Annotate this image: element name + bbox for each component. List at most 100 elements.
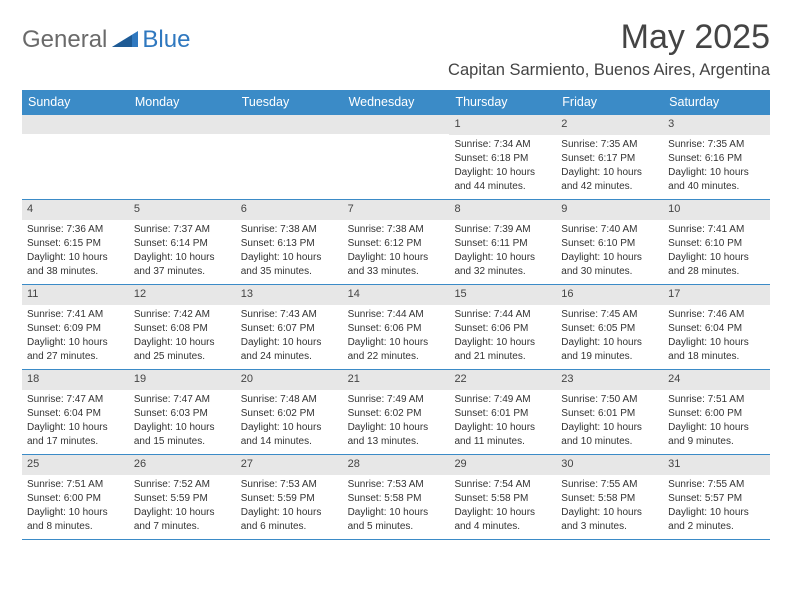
day-content: Sunrise: 7:49 AMSunset: 6:02 PMDaylight:…: [343, 390, 450, 454]
logo-mark-icon: [112, 30, 140, 53]
daylight-line-2: and 35 minutes.: [241, 265, 338, 279]
day-number: 14: [343, 285, 450, 305]
sunrise-line: Sunrise: 7:47 AM: [27, 393, 124, 407]
sunset-line: Sunset: 6:06 PM: [454, 322, 551, 336]
day-cell: [22, 115, 129, 199]
day-cell: 11Sunrise: 7:41 AMSunset: 6:09 PMDayligh…: [22, 285, 129, 369]
day-cell: 13Sunrise: 7:43 AMSunset: 6:07 PMDayligh…: [236, 285, 343, 369]
day-cell: [129, 115, 236, 199]
week-row: 4Sunrise: 7:36 AMSunset: 6:15 PMDaylight…: [22, 199, 770, 284]
sunrise-line: Sunrise: 7:47 AM: [134, 393, 231, 407]
daylight-line-1: Daylight: 10 hours: [348, 336, 445, 350]
day-cell: 10Sunrise: 7:41 AMSunset: 6:10 PMDayligh…: [663, 200, 770, 284]
daylight-line-2: and 2 minutes.: [668, 520, 765, 534]
day-content: Sunrise: 7:45 AMSunset: 6:05 PMDaylight:…: [556, 305, 663, 369]
logo-text-blue: Blue: [142, 26, 190, 54]
daylight-line-2: and 38 minutes.: [27, 265, 124, 279]
calendar-grid: 1Sunrise: 7:34 AMSunset: 6:18 PMDaylight…: [22, 114, 770, 540]
daylight-line-1: Daylight: 10 hours: [561, 336, 658, 350]
day-number: 25: [22, 455, 129, 475]
daylight-line-2: and 28 minutes.: [668, 265, 765, 279]
sunset-line: Sunset: 6:07 PM: [241, 322, 338, 336]
sunrise-line: Sunrise: 7:54 AM: [454, 478, 551, 492]
sunset-line: Sunset: 6:02 PM: [241, 407, 338, 421]
sunrise-line: Sunrise: 7:41 AM: [668, 223, 765, 237]
day-number: 4: [22, 200, 129, 220]
day-number-bar: [343, 115, 450, 134]
sunrise-line: Sunrise: 7:48 AM: [241, 393, 338, 407]
sunset-line: Sunset: 5:59 PM: [241, 492, 338, 506]
daylight-line-1: Daylight: 10 hours: [348, 421, 445, 435]
day-content: Sunrise: 7:49 AMSunset: 6:01 PMDaylight:…: [449, 390, 556, 454]
day-number: 7: [343, 200, 450, 220]
calendar: SundayMondayTuesdayWednesdayThursdayFrid…: [22, 90, 770, 540]
day-cell: 18Sunrise: 7:47 AMSunset: 6:04 PMDayligh…: [22, 370, 129, 454]
sunrise-line: Sunrise: 7:49 AM: [454, 393, 551, 407]
logo-text-general: General: [22, 26, 107, 54]
day-content: Sunrise: 7:41 AMSunset: 6:09 PMDaylight:…: [22, 305, 129, 369]
sunrise-line: Sunrise: 7:46 AM: [668, 308, 765, 322]
logo: General Blue: [22, 26, 190, 54]
day-cell: 22Sunrise: 7:49 AMSunset: 6:01 PMDayligh…: [449, 370, 556, 454]
daylight-line-2: and 17 minutes.: [27, 435, 124, 449]
sunset-line: Sunset: 6:13 PM: [241, 237, 338, 251]
sunset-line: Sunset: 6:18 PM: [454, 152, 551, 166]
sunrise-line: Sunrise: 7:43 AM: [241, 308, 338, 322]
day-content: Sunrise: 7:53 AMSunset: 5:59 PMDaylight:…: [236, 475, 343, 539]
day-cell: 1Sunrise: 7:34 AMSunset: 6:18 PMDaylight…: [449, 115, 556, 199]
daylight-line-1: Daylight: 10 hours: [668, 166, 765, 180]
day-number: 1: [449, 115, 556, 135]
week-row: 1Sunrise: 7:34 AMSunset: 6:18 PMDaylight…: [22, 114, 770, 199]
week-row: 25Sunrise: 7:51 AMSunset: 6:00 PMDayligh…: [22, 454, 770, 540]
day-content: Sunrise: 7:46 AMSunset: 6:04 PMDaylight:…: [663, 305, 770, 369]
sunrise-line: Sunrise: 7:41 AM: [27, 308, 124, 322]
daylight-line-2: and 18 minutes.: [668, 350, 765, 364]
daylight-line-2: and 8 minutes.: [27, 520, 124, 534]
day-number: 9: [556, 200, 663, 220]
daylight-line-1: Daylight: 10 hours: [134, 506, 231, 520]
day-number: 19: [129, 370, 236, 390]
daylight-line-2: and 6 minutes.: [241, 520, 338, 534]
day-number: 28: [343, 455, 450, 475]
day-content: Sunrise: 7:54 AMSunset: 5:58 PMDaylight:…: [449, 475, 556, 539]
day-content: Sunrise: 7:40 AMSunset: 6:10 PMDaylight:…: [556, 220, 663, 284]
day-cell: 16Sunrise: 7:45 AMSunset: 6:05 PMDayligh…: [556, 285, 663, 369]
day-content: Sunrise: 7:53 AMSunset: 5:58 PMDaylight:…: [343, 475, 450, 539]
day-cell: 5Sunrise: 7:37 AMSunset: 6:14 PMDaylight…: [129, 200, 236, 284]
sunset-line: Sunset: 6:17 PM: [561, 152, 658, 166]
daylight-line-2: and 15 minutes.: [134, 435, 231, 449]
daylight-line-2: and 32 minutes.: [454, 265, 551, 279]
sunset-line: Sunset: 6:08 PM: [134, 322, 231, 336]
sunrise-line: Sunrise: 7:40 AM: [561, 223, 658, 237]
day-cell: 2Sunrise: 7:35 AMSunset: 6:17 PMDaylight…: [556, 115, 663, 199]
sunset-line: Sunset: 6:01 PM: [561, 407, 658, 421]
day-cell: 24Sunrise: 7:51 AMSunset: 6:00 PMDayligh…: [663, 370, 770, 454]
daylight-line-1: Daylight: 10 hours: [241, 506, 338, 520]
day-content: Sunrise: 7:48 AMSunset: 6:02 PMDaylight:…: [236, 390, 343, 454]
day-number: 2: [556, 115, 663, 135]
weekday-label: Sunday: [22, 90, 129, 114]
day-cell: 6Sunrise: 7:38 AMSunset: 6:13 PMDaylight…: [236, 200, 343, 284]
day-number: 8: [449, 200, 556, 220]
sunrise-line: Sunrise: 7:37 AM: [134, 223, 231, 237]
sunset-line: Sunset: 6:04 PM: [668, 322, 765, 336]
sunset-line: Sunset: 5:59 PM: [134, 492, 231, 506]
day-cell: 15Sunrise: 7:44 AMSunset: 6:06 PMDayligh…: [449, 285, 556, 369]
sunset-line: Sunset: 6:16 PM: [668, 152, 765, 166]
sunrise-line: Sunrise: 7:45 AM: [561, 308, 658, 322]
daylight-line-2: and 7 minutes.: [134, 520, 231, 534]
sunrise-line: Sunrise: 7:36 AM: [27, 223, 124, 237]
day-number: 21: [343, 370, 450, 390]
weekday-label: Wednesday: [343, 90, 450, 114]
daylight-line-2: and 27 minutes.: [27, 350, 124, 364]
week-row: 18Sunrise: 7:47 AMSunset: 6:04 PMDayligh…: [22, 369, 770, 454]
day-content: Sunrise: 7:52 AMSunset: 5:59 PMDaylight:…: [129, 475, 236, 539]
day-content: Sunrise: 7:43 AMSunset: 6:07 PMDaylight:…: [236, 305, 343, 369]
day-content: Sunrise: 7:47 AMSunset: 6:04 PMDaylight:…: [22, 390, 129, 454]
daylight-line-1: Daylight: 10 hours: [454, 336, 551, 350]
day-content: Sunrise: 7:44 AMSunset: 6:06 PMDaylight:…: [343, 305, 450, 369]
daylight-line-1: Daylight: 10 hours: [134, 336, 231, 350]
sunset-line: Sunset: 6:05 PM: [561, 322, 658, 336]
sunrise-line: Sunrise: 7:35 AM: [668, 138, 765, 152]
day-number: 24: [663, 370, 770, 390]
